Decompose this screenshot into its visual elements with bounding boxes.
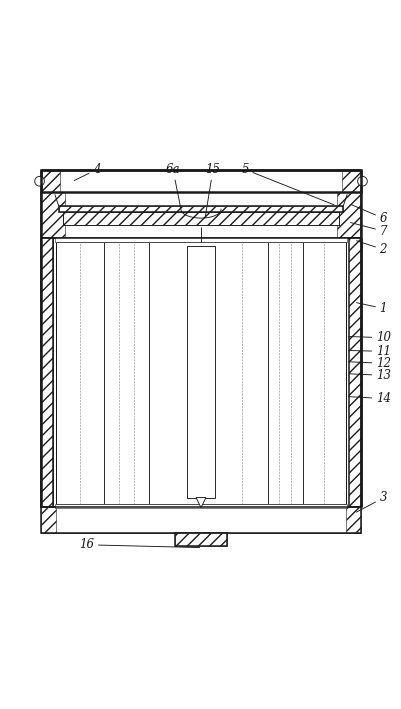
Bar	[215, 242, 267, 503]
Bar	[41, 192, 360, 238]
Text: 16: 16	[79, 538, 199, 552]
Bar	[302, 242, 345, 503]
Bar	[63, 213, 338, 225]
Text: 6: 6	[350, 204, 386, 225]
Circle shape	[357, 177, 367, 186]
Bar	[174, 532, 227, 546]
Text: 7: 7	[350, 223, 386, 238]
Bar	[41, 238, 360, 507]
Bar	[56, 242, 103, 503]
Text: 12: 12	[348, 357, 390, 370]
Bar	[53, 172, 348, 190]
Bar	[41, 238, 53, 507]
Text: 10: 10	[348, 331, 390, 344]
Text: 3: 3	[356, 491, 386, 512]
Bar	[336, 192, 360, 238]
Bar	[56, 242, 345, 503]
Bar	[41, 507, 56, 532]
Bar	[186, 242, 215, 503]
Bar	[56, 242, 345, 503]
Text: 14: 14	[348, 392, 390, 405]
Bar	[348, 238, 360, 507]
Text: 11: 11	[348, 345, 390, 358]
Bar	[148, 242, 186, 503]
Bar	[63, 213, 338, 225]
Bar	[174, 532, 227, 546]
Bar	[41, 170, 360, 192]
Bar	[41, 170, 60, 192]
Bar	[341, 170, 360, 192]
Text: 5: 5	[241, 163, 333, 205]
Bar	[186, 245, 215, 498]
Bar	[41, 507, 360, 532]
Bar	[103, 242, 148, 503]
Circle shape	[34, 177, 44, 186]
Bar	[267, 242, 302, 503]
Bar	[345, 507, 360, 532]
Text: 13: 13	[348, 369, 390, 382]
Text: 15: 15	[205, 163, 220, 217]
Bar	[55, 503, 346, 508]
Text: 6a: 6a	[165, 163, 180, 208]
Bar	[41, 192, 65, 238]
Polygon shape	[196, 498, 205, 508]
Text: 2: 2	[356, 241, 386, 256]
Bar	[55, 238, 346, 242]
Text: 1: 1	[356, 302, 386, 315]
Text: 4: 4	[74, 163, 100, 181]
Bar	[59, 206, 342, 213]
Bar	[59, 206, 342, 213]
